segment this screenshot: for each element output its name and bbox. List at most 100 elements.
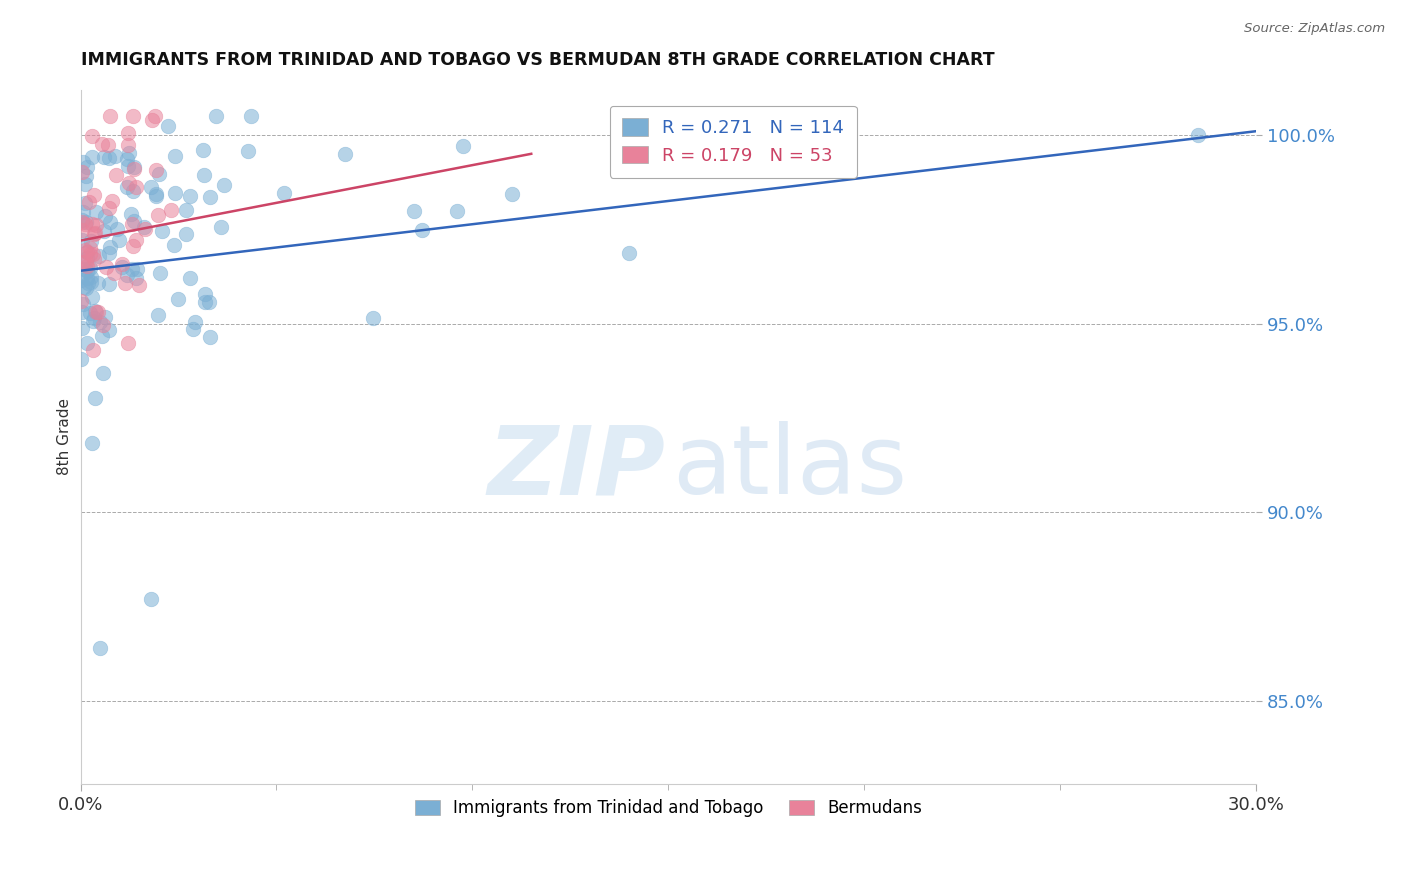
- Point: [501, 187, 523, 202]
- Point: [118, 145, 141, 160]
- Point: [94, 260, 117, 275]
- Point: [451, 138, 474, 153]
- Point: [93, 150, 115, 164]
- Point: [70, 215, 93, 229]
- Point: [72, 233, 94, 247]
- Point: [87, 304, 110, 318]
- Point: [134, 222, 156, 236]
- Point: [198, 294, 221, 309]
- Point: [75, 215, 97, 229]
- Point: [79, 260, 101, 275]
- Point: [91, 136, 114, 151]
- Point: [117, 137, 139, 152]
- Point: [145, 163, 167, 178]
- Point: [122, 214, 145, 228]
- Point: [117, 335, 139, 350]
- Point: [97, 138, 120, 153]
- Point: [75, 243, 97, 257]
- Point: [75, 169, 97, 183]
- Point: [80, 218, 103, 232]
- Point: [82, 151, 104, 165]
- Point: [83, 227, 105, 241]
- Point: [77, 276, 100, 290]
- Point: [181, 321, 204, 335]
- Point: [75, 262, 97, 277]
- Point: [179, 189, 201, 203]
- Text: Source: ZipAtlas.com: Source: ZipAtlas.com: [1244, 22, 1385, 36]
- Point: [79, 247, 101, 261]
- Point: [333, 147, 356, 161]
- Point: [273, 186, 295, 201]
- Point: [72, 154, 94, 169]
- Point: [174, 227, 197, 241]
- Point: [238, 144, 260, 158]
- Point: [75, 177, 97, 191]
- Point: [163, 238, 186, 252]
- Point: [76, 264, 98, 278]
- Point: [105, 168, 128, 182]
- Point: [97, 323, 120, 337]
- Point: [98, 151, 121, 165]
- Point: [72, 255, 94, 269]
- Point: [174, 203, 197, 218]
- Point: [191, 144, 214, 158]
- Point: [115, 268, 138, 282]
- Point: [122, 109, 145, 123]
- Point: [84, 218, 107, 232]
- Point: [105, 222, 128, 236]
- Point: [157, 119, 180, 133]
- Point: [76, 336, 98, 351]
- Point: [70, 352, 93, 367]
- Point: [122, 184, 145, 198]
- Text: ZIP: ZIP: [486, 421, 665, 515]
- Point: [98, 240, 121, 254]
- Point: [87, 277, 110, 291]
- Point: [411, 222, 433, 236]
- Point: [117, 159, 139, 173]
- Point: [80, 275, 103, 289]
- Point: [145, 189, 167, 203]
- Point: [80, 269, 103, 284]
- Point: [94, 209, 117, 223]
- Point: [146, 308, 169, 322]
- Point: [132, 220, 155, 235]
- Point: [87, 249, 110, 263]
- Point: [193, 169, 215, 183]
- Point: [83, 187, 105, 202]
- Point: [91, 329, 114, 343]
- Point: [115, 152, 138, 166]
- Point: [194, 287, 217, 301]
- Point: [118, 176, 141, 190]
- Point: [111, 260, 134, 275]
- Legend: Immigrants from Trinidad and Tobago, Bermudans: Immigrants from Trinidad and Tobago, Ber…: [408, 793, 928, 824]
- Point: [1187, 128, 1209, 142]
- Point: [76, 259, 98, 273]
- Point: [76, 252, 98, 266]
- Point: [70, 223, 93, 237]
- Point: [70, 272, 93, 286]
- Point: [212, 178, 235, 192]
- Point: [143, 109, 166, 123]
- Point: [125, 271, 148, 285]
- Point: [103, 266, 125, 280]
- Text: atlas: atlas: [672, 421, 907, 515]
- Point: [84, 205, 107, 219]
- Point: [79, 194, 101, 209]
- Point: [148, 167, 170, 181]
- Point: [111, 257, 134, 271]
- Point: [617, 246, 640, 260]
- Point: [101, 194, 124, 208]
- Point: [75, 255, 97, 269]
- Point: [94, 310, 117, 324]
- Point: [200, 330, 222, 344]
- Point: [98, 246, 121, 260]
- Point: [166, 293, 188, 307]
- Point: [200, 190, 222, 204]
- Point: [98, 109, 121, 123]
- Point: [76, 161, 98, 175]
- Point: [209, 219, 232, 234]
- Point: [117, 126, 139, 140]
- Point: [139, 180, 162, 194]
- Point: [70, 165, 93, 179]
- Point: [79, 306, 101, 320]
